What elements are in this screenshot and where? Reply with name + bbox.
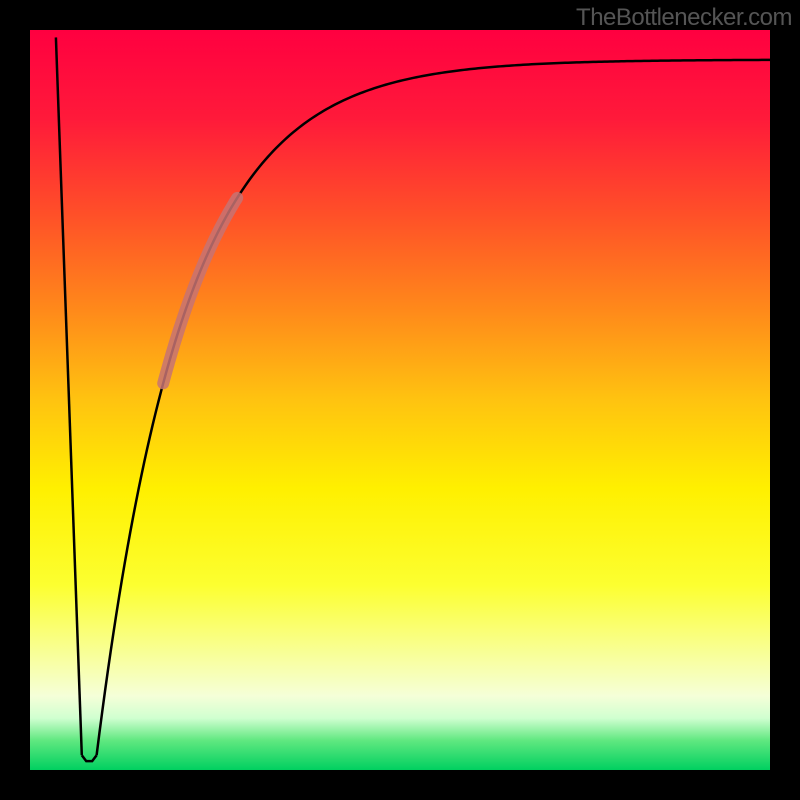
frame-right <box>770 0 800 800</box>
watermark-text: TheBottlenecker.com <box>576 4 792 32</box>
frame-left <box>0 0 30 800</box>
chart-container: TheBottlenecker.com <box>0 0 800 800</box>
gradient-background <box>30 30 770 770</box>
frame-bottom <box>0 770 800 800</box>
bottleneck-chart <box>0 0 800 800</box>
